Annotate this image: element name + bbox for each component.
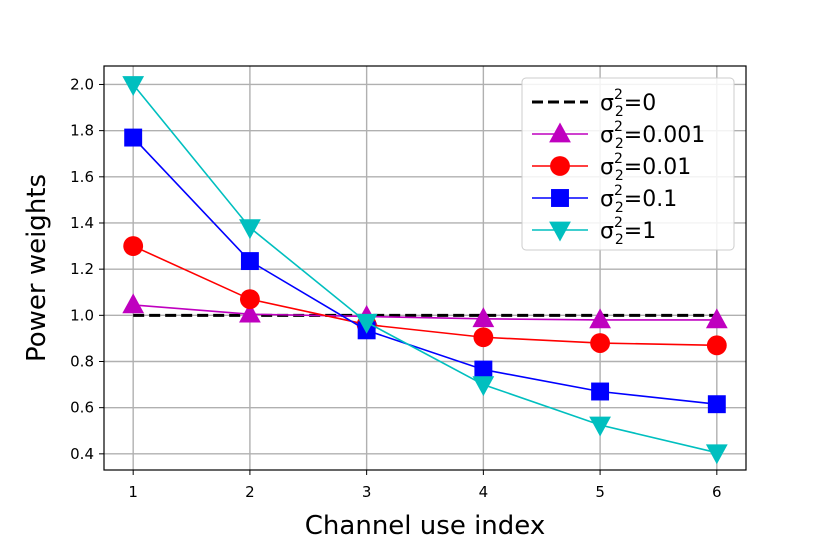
- x-tick-label: 2: [245, 483, 255, 501]
- y-tick-label: 0.4: [70, 445, 94, 463]
- y-tick-label: 1.6: [70, 168, 94, 186]
- marker-triangle-up: [122, 293, 145, 314]
- marker-triangle-down: [589, 416, 611, 437]
- marker-square: [474, 360, 493, 379]
- marker-triangle-up: [589, 308, 611, 329]
- marker-circle: [123, 236, 144, 256]
- marker-square: [240, 252, 259, 271]
- legend-label: σ2 2=0.01: [600, 151, 691, 184]
- x-tick-label: 1: [128, 483, 138, 501]
- marker-circle: [706, 335, 727, 356]
- legend-entry-4: σ2 2=1: [532, 215, 656, 248]
- marker-square: [124, 128, 143, 147]
- marker-square: [591, 382, 610, 401]
- marker-triangle-up: [239, 302, 261, 323]
- marker-triangle-down: [122, 76, 145, 96]
- marker-triangle-up: [549, 122, 571, 143]
- series-line: [132, 245, 717, 347]
- y-tick-label: 1.8: [70, 122, 94, 140]
- marker-triangle-down: [549, 221, 571, 242]
- x-tick-label: 4: [479, 483, 489, 501]
- series-3: [124, 128, 726, 414]
- series-layer: [122, 76, 728, 465]
- legend-label: σ2 2=0: [600, 87, 656, 120]
- x-tick-label: 5: [595, 483, 605, 501]
- y-tick-label: 1.0: [70, 306, 94, 324]
- marker-triangle-down: [705, 444, 728, 465]
- plot-frame: [103, 65, 747, 471]
- y-tick-label: 1.2: [70, 260, 94, 278]
- x-axis-label: Channel use index: [305, 511, 545, 541]
- y-tick-label: 2.0: [70, 75, 94, 93]
- marker-circle: [473, 327, 494, 348]
- y-axis-label: Power weights: [22, 174, 52, 362]
- marker-triangle-up: [472, 307, 495, 328]
- marker-square: [551, 189, 569, 207]
- legend-label: σ2 2=0.001: [600, 119, 705, 152]
- series-4: [122, 76, 728, 465]
- legend-label: σ2 2=1: [600, 215, 656, 248]
- marker-triangle-up: [705, 308, 728, 329]
- series-line: [132, 83, 718, 454]
- y-tick-label: 1.4: [70, 214, 94, 232]
- x-tick-label: 6: [712, 483, 722, 501]
- series-line: [133, 304, 717, 321]
- marker-triangle-down: [355, 313, 378, 334]
- y-tick-label: 0.6: [70, 399, 94, 417]
- marker-triangle-down: [472, 376, 495, 397]
- legend-entry-2: σ2 2=0.01: [532, 151, 691, 184]
- marker-square: [707, 395, 726, 414]
- marker-triangle-down: [239, 219, 261, 240]
- series-2: [123, 236, 727, 356]
- legend-entry-0: σ2 2=0: [532, 87, 656, 120]
- ticks: 1 2 3 4 5 6 0.4 0.6 0.8 1.0 1.2 1.4 1.6 1.8 2.0: [70, 75, 721, 501]
- legend-entry-3: σ2 2=0.1: [532, 183, 677, 216]
- legend-entry-1: σ2 2=0.001: [532, 119, 705, 152]
- x-tick-label: 3: [362, 483, 372, 501]
- series-line: [132, 137, 717, 406]
- y-tick-label: 0.8: [70, 352, 94, 370]
- marker-circle: [550, 156, 570, 176]
- marker-circle: [239, 289, 260, 310]
- series-1: [122, 293, 728, 329]
- legend-box: [521, 77, 735, 251]
- marker-circle: [590, 333, 611, 353]
- legend-label: σ2 2=0.1: [600, 183, 677, 216]
